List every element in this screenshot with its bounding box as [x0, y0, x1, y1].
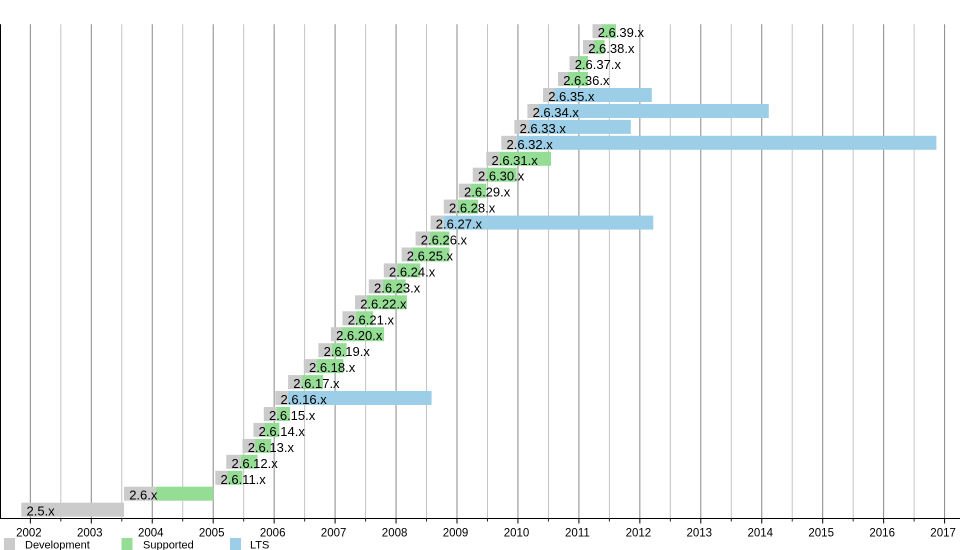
svg-text:2008: 2008: [382, 528, 408, 540]
svg-text:2.6.23.x: 2.6.23.x: [374, 280, 421, 295]
svg-text:2.6.x: 2.6.x: [129, 488, 158, 503]
svg-text:2.6.13.x: 2.6.13.x: [248, 440, 295, 455]
svg-text:2007: 2007: [321, 528, 347, 540]
svg-text:2014: 2014: [748, 528, 774, 540]
svg-text:2.6.24.x: 2.6.24.x: [389, 264, 436, 279]
svg-text:2.6.29.x: 2.6.29.x: [464, 185, 511, 200]
svg-text:2003: 2003: [77, 528, 103, 540]
svg-text:2.6.11.x: 2.6.11.x: [221, 472, 267, 487]
svg-text:2009: 2009: [443, 528, 469, 540]
svg-text:2.6.28.x: 2.6.28.x: [449, 201, 496, 216]
svg-text:2.6.22.x: 2.6.22.x: [360, 296, 407, 311]
svg-text:2006: 2006: [260, 528, 286, 540]
svg-text:2.6.35.x: 2.6.35.x: [548, 89, 595, 104]
svg-text:2004: 2004: [138, 528, 164, 540]
svg-text:2.6.15.x: 2.6.15.x: [269, 408, 316, 423]
svg-text:2011: 2011: [565, 528, 590, 540]
svg-text:2.6.36.x: 2.6.36.x: [563, 73, 610, 88]
svg-text:2.6.20.x: 2.6.20.x: [336, 328, 383, 343]
svg-text:2.6.39.x: 2.6.39.x: [598, 25, 645, 40]
svg-text:2.6.16.x: 2.6.16.x: [281, 392, 328, 407]
svg-text:2.6.18.x: 2.6.18.x: [309, 360, 356, 375]
svg-text:2.6.34.x: 2.6.34.x: [533, 105, 580, 120]
svg-text:2.6.12.x: 2.6.12.x: [232, 456, 279, 471]
svg-text:LTS: LTS: [250, 540, 269, 550]
svg-text:2015: 2015: [808, 528, 834, 540]
svg-text:2.6.14.x: 2.6.14.x: [259, 424, 306, 439]
svg-text:2.6.38.x: 2.6.38.x: [588, 41, 635, 56]
svg-text:Development: Development: [25, 540, 90, 550]
svg-text:2.6.25.x: 2.6.25.x: [407, 249, 454, 264]
svg-text:Supported: Supported: [143, 540, 194, 550]
svg-text:2.6.26.x: 2.6.26.x: [421, 233, 468, 248]
svg-text:2013: 2013: [687, 528, 713, 540]
svg-text:2012: 2012: [626, 528, 652, 540]
svg-text:2.6.37.x: 2.6.37.x: [575, 57, 622, 72]
svg-text:2010: 2010: [504, 528, 530, 540]
svg-text:2.6.32.x: 2.6.32.x: [507, 137, 554, 152]
svg-text:2002: 2002: [16, 528, 42, 540]
svg-text:2.5.x: 2.5.x: [27, 504, 56, 519]
svg-text:2.6.19.x: 2.6.19.x: [324, 344, 371, 359]
svg-text:2.6.27.x: 2.6.27.x: [436, 217, 483, 232]
svg-text:2.6.31.x: 2.6.31.x: [492, 153, 539, 168]
svg-text:2.6.30.x: 2.6.30.x: [478, 169, 525, 184]
svg-text:2017: 2017: [930, 528, 956, 540]
svg-text:2005: 2005: [199, 528, 225, 540]
svg-text:2016: 2016: [869, 528, 895, 540]
svg-text:2.6.33.x: 2.6.33.x: [520, 121, 567, 136]
svg-text:2.6.17.x: 2.6.17.x: [293, 376, 340, 391]
svg-text:2.6.21.x: 2.6.21.x: [348, 312, 395, 327]
